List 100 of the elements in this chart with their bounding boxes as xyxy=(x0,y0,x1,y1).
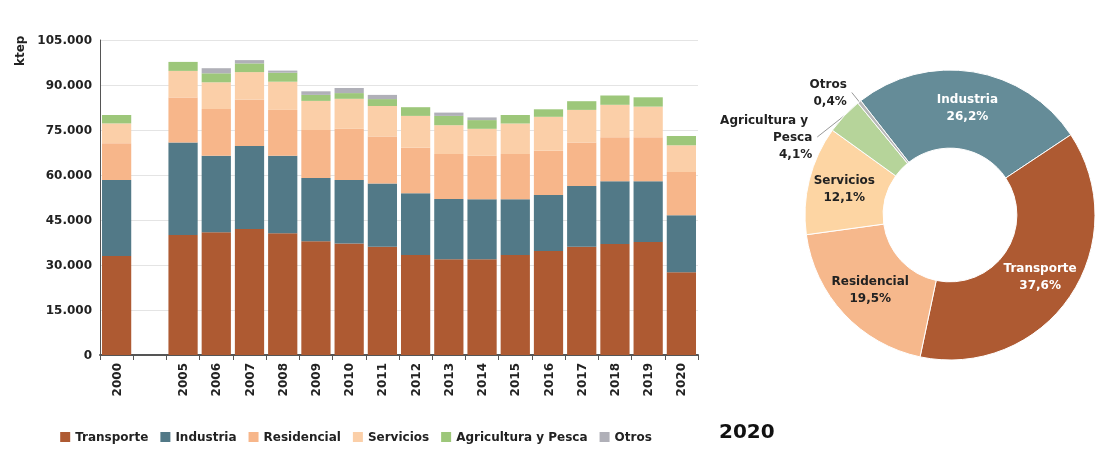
bar xyxy=(367,106,398,137)
bar xyxy=(467,128,497,156)
bar xyxy=(400,107,431,116)
bar xyxy=(367,246,398,355)
bar xyxy=(234,145,265,229)
bar xyxy=(268,155,298,234)
bar xyxy=(268,81,298,110)
bar xyxy=(434,125,464,154)
bar xyxy=(168,61,198,71)
bar xyxy=(400,147,431,194)
bar xyxy=(434,154,464,199)
bar xyxy=(467,120,497,129)
bar xyxy=(533,109,564,117)
legend-label: Servicios xyxy=(367,430,430,444)
bar xyxy=(600,244,630,355)
bar xyxy=(400,193,431,256)
bar xyxy=(666,172,697,216)
bar xyxy=(367,136,398,184)
bar xyxy=(633,241,663,355)
y-tick-label: 0 xyxy=(83,348,92,362)
bar xyxy=(666,136,697,146)
bar xyxy=(666,145,697,172)
y-tick-label: 45.000 xyxy=(45,213,92,227)
bar xyxy=(234,229,265,355)
slice-label: Otros xyxy=(809,77,847,92)
data-label: 19,5% xyxy=(849,290,892,305)
y-tick-label: 60.000 xyxy=(45,168,92,182)
bar xyxy=(467,155,497,200)
x-tick-label: 2006 xyxy=(209,363,224,397)
data-label: 4,1% xyxy=(778,147,813,162)
bar xyxy=(567,246,597,355)
text: 2020 xyxy=(719,419,775,443)
bar xyxy=(101,180,132,256)
x-tick-label: 2010 xyxy=(342,363,357,397)
x-tick-label: 2007 xyxy=(242,363,257,397)
data-label: 12,1% xyxy=(823,190,866,205)
x-tick-label: 2015 xyxy=(508,363,523,397)
bar xyxy=(600,181,630,244)
bar xyxy=(434,112,464,116)
bar xyxy=(301,130,331,178)
bar xyxy=(567,109,597,143)
bar xyxy=(500,255,530,355)
x-tick-label: 2012 xyxy=(408,363,423,397)
bar xyxy=(201,109,231,156)
slice-label: Residencial xyxy=(831,273,909,288)
bar xyxy=(201,155,231,233)
bar xyxy=(400,255,431,355)
bar xyxy=(268,109,298,156)
bar xyxy=(301,94,331,101)
slice-label: Agricultura y Pesca xyxy=(720,113,813,145)
x-tick-label: 2011 xyxy=(375,363,390,397)
bar xyxy=(101,143,132,181)
x-tick-label: 2017 xyxy=(574,363,589,397)
bar xyxy=(101,115,132,124)
bar xyxy=(301,91,331,95)
bar xyxy=(234,72,265,100)
bar xyxy=(533,250,564,355)
bar xyxy=(434,199,464,260)
x-tick-label: 2016 xyxy=(541,363,556,397)
y-tick-label: 75.000 xyxy=(45,123,92,137)
bar xyxy=(567,101,597,110)
bar xyxy=(301,178,331,242)
bar xyxy=(268,233,298,355)
bar xyxy=(234,99,265,146)
x-tick-label: 2008 xyxy=(275,363,290,397)
slice-label: Servicios xyxy=(813,173,875,188)
bar xyxy=(234,63,265,73)
x-tick-label: 2013 xyxy=(441,363,456,397)
bar xyxy=(467,259,497,355)
bar xyxy=(268,70,298,73)
bar xyxy=(201,73,231,83)
legend-label: Otros xyxy=(614,430,652,444)
bar xyxy=(168,235,198,355)
bar xyxy=(367,94,398,100)
bar xyxy=(168,70,198,98)
bar xyxy=(533,116,564,151)
y-axis-title: ktep xyxy=(13,35,27,66)
bar xyxy=(633,137,663,182)
data-label: 0,4% xyxy=(813,94,847,109)
bar xyxy=(533,150,564,196)
x-tick-label: 2018 xyxy=(607,363,622,397)
y-tick-label: 90.000 xyxy=(45,78,92,92)
x-tick-label: 2014 xyxy=(475,363,490,397)
slice-label: Industria xyxy=(936,91,999,106)
data-label: 37,6% xyxy=(1019,277,1061,292)
bar xyxy=(301,241,331,355)
bar xyxy=(434,259,464,355)
legend-label: Transporte xyxy=(75,430,149,444)
bar xyxy=(334,180,364,244)
y-tick-label: 15.000 xyxy=(45,303,92,317)
legend-label: Industria xyxy=(175,430,237,444)
bar xyxy=(533,195,564,251)
bar xyxy=(367,183,398,247)
bar xyxy=(633,181,663,242)
bar xyxy=(467,117,497,121)
x-tick-label: 2020 xyxy=(674,363,689,397)
bar xyxy=(334,88,364,94)
bar xyxy=(334,243,364,355)
bar xyxy=(666,272,697,355)
bar xyxy=(467,199,497,260)
